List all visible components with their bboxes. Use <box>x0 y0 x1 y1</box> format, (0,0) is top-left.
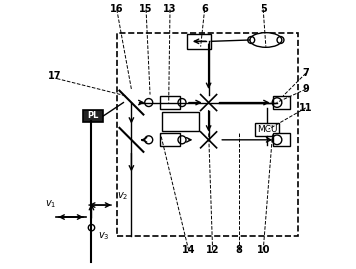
Text: 15: 15 <box>139 4 153 14</box>
Text: 14: 14 <box>182 245 195 255</box>
Bar <box>83 110 103 122</box>
Text: 10: 10 <box>256 245 270 255</box>
Text: 16: 16 <box>110 4 124 14</box>
Text: 17: 17 <box>48 71 61 81</box>
Text: 5: 5 <box>260 4 267 14</box>
Text: 6: 6 <box>201 4 208 14</box>
Text: 12: 12 <box>206 245 219 255</box>
Bar <box>187 34 211 49</box>
Text: 13: 13 <box>163 4 177 14</box>
Ellipse shape <box>250 33 282 47</box>
Bar <box>160 133 180 147</box>
Bar <box>160 96 180 109</box>
Text: 9: 9 <box>302 84 309 94</box>
Text: 8: 8 <box>236 245 243 255</box>
Bar <box>273 96 290 109</box>
Text: $v_1$: $v_1$ <box>44 199 56 210</box>
Bar <box>255 123 279 136</box>
Text: 7: 7 <box>302 68 309 78</box>
Bar <box>117 33 298 236</box>
Text: 11: 11 <box>299 103 313 113</box>
Text: $v_3$: $v_3$ <box>98 230 110 242</box>
Text: MCU: MCU <box>257 125 277 134</box>
Bar <box>162 112 199 130</box>
Text: $v_2$: $v_2$ <box>117 191 128 202</box>
Text: PL: PL <box>87 111 99 120</box>
Bar <box>273 133 290 146</box>
